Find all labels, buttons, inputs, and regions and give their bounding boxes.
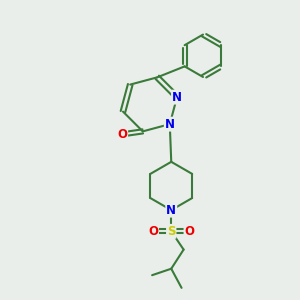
Text: O: O [148,225,158,238]
Text: O: O [184,225,194,238]
Text: N: N [172,91,182,103]
Text: N: N [165,118,175,130]
Text: S: S [167,225,176,238]
Text: N: N [166,204,176,217]
Text: O: O [117,128,127,141]
